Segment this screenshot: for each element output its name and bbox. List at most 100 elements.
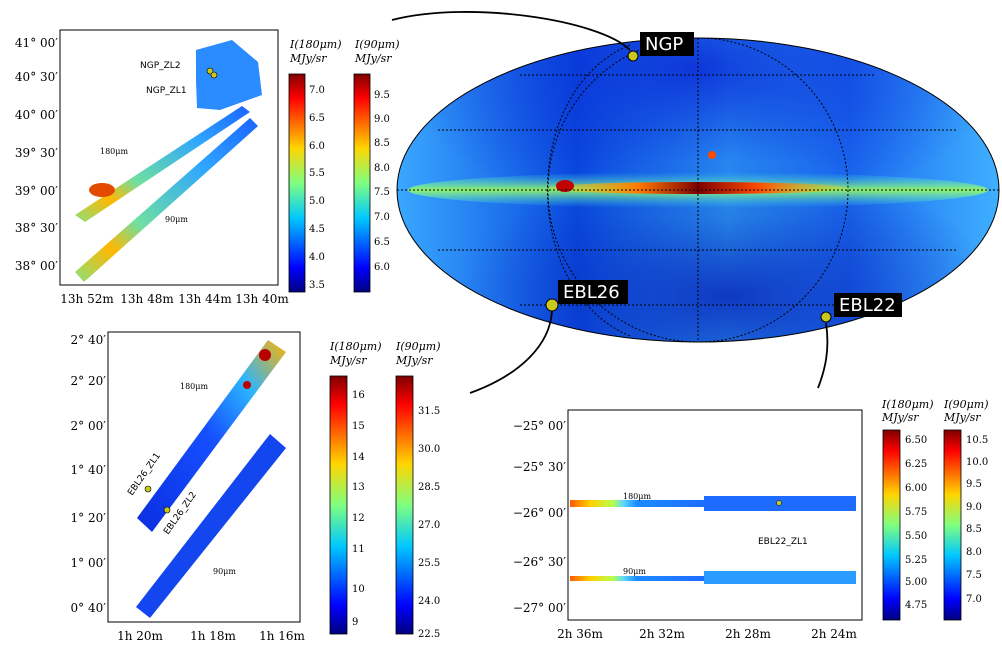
ebl22-cb90-tick: 10.5	[966, 435, 988, 446]
ebl26-cb180-label: I(180μm)	[329, 340, 382, 353]
ebl26-ytick: 1° 00′	[71, 556, 107, 570]
ebl22-ytick: −27° 00′	[513, 601, 566, 615]
ebl22-ytick: −25° 30′	[513, 460, 566, 474]
ngp-cb90-unit: MJy/sr	[354, 52, 392, 65]
ngp-zl2-label: NGP_ZL2	[140, 61, 181, 71]
ebl26-strip-90	[136, 434, 286, 618]
ngp-label: NGP	[645, 34, 683, 55]
ebl26-xtick: 1h 20m	[117, 629, 163, 643]
ebl22-cb180-tick: 5.25	[905, 555, 927, 566]
ngp-strip-90	[75, 118, 258, 282]
ebl22-colorbar-180: I(180μm) MJy/sr 6.50 6.25 6.00 5.75 5.50…	[881, 398, 934, 621]
ebl26-cb90-tick: 31.5	[418, 406, 440, 417]
ngp-ytick: 40° 00′	[15, 108, 58, 122]
ebl26-cb180-tick: 11	[352, 544, 365, 555]
ebl22-cb90-tick: 8.0	[966, 547, 982, 558]
ngp-ytick: 38° 30′	[15, 221, 58, 235]
ebl26-label: EBL26	[563, 282, 620, 303]
ebl26-ytick: 2° 40′	[71, 333, 107, 347]
ebl22-cb90-tick: 9.5	[966, 479, 982, 490]
ebl26-cb180-tick: 12	[352, 513, 365, 524]
ebl22-cb90-tick: 7.0	[966, 594, 982, 605]
ngp-ytick: 39° 30′	[15, 146, 58, 160]
ngp-cb90-tick: 9.0	[374, 114, 390, 125]
ngp-xtick: 13h 40m	[235, 292, 289, 306]
ebl26-hotspot	[259, 349, 271, 361]
ebl22-cb180-tick: 5.50	[905, 531, 927, 542]
ngp-cb180-label: I(180μm)	[289, 38, 342, 51]
ebl22-cb180-tick: 4.75	[905, 600, 927, 611]
ngp-cb90-label: I(90μm)	[354, 38, 400, 51]
ngp-cb90-tick: 8.0	[374, 163, 390, 174]
ebl22-cb180-tick: 6.50	[905, 435, 927, 446]
ebl26-cb90-tick: 30.0	[418, 444, 440, 455]
ngp-xtick: 13h 44m	[178, 292, 232, 306]
connector-ngp	[391, 11, 631, 51]
ebl22-cb180-tick: 6.25	[905, 459, 927, 470]
ngp-panel: NGP_ZL2 NGP_ZL1 180μm 90μm 41° 00′ 40° 3…	[15, 29, 400, 306]
ebl26-cb90-unit: MJy/sr	[395, 354, 433, 367]
ebl26-ytick: 0° 40′	[71, 601, 107, 615]
galactic-hotspot-2	[708, 151, 716, 159]
connector-ebl26	[469, 310, 553, 394]
ebl26-ytick: 1° 20′	[71, 511, 107, 525]
ngp-cb90-tick: 6.5	[374, 237, 390, 248]
ebl22-cb180-label: I(180μm)	[881, 398, 934, 411]
galactic-hotspot	[556, 180, 574, 192]
ebl22-cb180-tick: 5.75	[905, 507, 927, 518]
ngp-cb90-tick: 7.0	[374, 212, 390, 223]
ebl22-xtick: 2h 36m	[557, 627, 603, 641]
ngp-180-label: 180μm	[100, 147, 128, 156]
ebl26-xtick: 1h 16m	[259, 629, 305, 643]
ebl22-zl1-label: EBL22_ZL1	[758, 537, 808, 547]
ebl26-cb180-tick: 10	[352, 584, 365, 595]
ebl26-marker: EBL26	[545, 280, 628, 312]
ebl26-hotspot-2	[243, 381, 251, 389]
ebl22-cb90-tick: 9.0	[966, 502, 982, 513]
ebl26-cb90-tick: 25.5	[418, 558, 440, 569]
connectors	[391, 11, 829, 394]
ngp-ytick: 40° 30′	[15, 70, 58, 84]
ngp-cb90-tick: 6.0	[374, 262, 390, 273]
ngp-strip-180-end	[196, 40, 262, 110]
ebl22-90-label: 90μm	[623, 567, 646, 576]
ebl22-cb90-label: I(90μm)	[943, 398, 989, 411]
ebl22-cb90-tick: 7.5	[966, 570, 982, 581]
ngp-ytick: 38° 00′	[15, 259, 58, 273]
ebl26-cb90-tick: 28.5	[418, 482, 440, 493]
ngp-cb180-tick: 4.5	[309, 224, 325, 235]
ebl26-cb90-tick: 24.0	[418, 596, 440, 607]
ngp-90-label: 90μm	[165, 215, 188, 224]
ebl22-strip-90-left	[570, 576, 704, 581]
ebl22-xtick: 2h 32m	[639, 627, 685, 641]
ebl22-xtick: 2h 28m	[725, 627, 771, 641]
ebl26-ytick: 1° 40′	[71, 463, 107, 477]
ngp-cb180-tick: 6.5	[309, 113, 325, 124]
ngp-cb90-tick: 9.5	[374, 90, 390, 101]
ebl26-cb90-label: I(90μm)	[395, 340, 441, 353]
ebl22-cb90-tick: 10.0	[966, 457, 988, 468]
ngp-colorbar-90: I(90μm) MJy/sr 9.5 9.0 8.5 8.0 7.5 7.0 6…	[353, 38, 400, 293]
ebl22-ytick: −25° 00′	[513, 419, 566, 433]
ngp-cb90-tick: 8.5	[374, 138, 390, 149]
ebl26-180-label: 180μm	[180, 382, 208, 391]
ebl22-ytick: −26° 00′	[513, 506, 566, 520]
ngp-cb180-tick: 5.5	[309, 168, 325, 179]
allsky-map: NGP EBL26 EBL22	[396, 32, 1000, 343]
ebl26-cb90-tick: 27.0	[418, 520, 440, 531]
ngp-cb180-tick: 4.0	[309, 252, 325, 263]
ngp-cb180-tick: 5.0	[309, 196, 325, 207]
allsky-border	[396, 37, 1000, 343]
ebl26-colorbar-180: I(180μm) MJy/sr 16 15 14 13 12 11 10 9	[329, 340, 382, 635]
ebl22-strip-180-left	[570, 500, 704, 507]
ebl26-cb180-tick: 9	[352, 617, 358, 628]
ebl22-ytick: −26° 30′	[513, 555, 566, 569]
ngp-xtick: 13h 48m	[120, 292, 174, 306]
ebl22-marker: EBL22	[820, 293, 902, 323]
ngp-ytick: 39° 00′	[15, 184, 58, 198]
ebl22-colorbar-90: I(90μm) MJy/sr 10.5 10.0 9.5 9.0 8.5 8.0…	[943, 398, 989, 621]
ebl26-xtick: 1h 18m	[190, 629, 236, 643]
ebl26-plot-frame	[107, 331, 301, 623]
ngp-colorbar-180: I(180μm) MJy/sr 7.0 6.5 6.0 5.5 5.0 4.5 …	[288, 38, 342, 293]
